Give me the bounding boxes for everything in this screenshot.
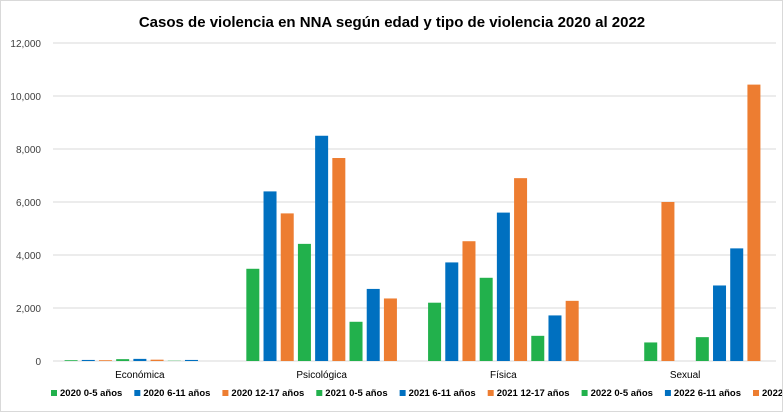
bar [367,289,380,361]
bar [99,360,112,361]
legend-swatch [222,390,228,396]
bar [661,202,674,361]
chart-title: Casos de violencia en NNA según edad y t… [139,14,645,31]
bar [514,178,527,361]
bar [151,360,164,361]
x-tick-label: Psicológica [296,370,347,381]
y-tick-label: 2,000 [16,304,41,315]
bar [185,360,198,361]
y-tick-label: 0 [35,357,41,368]
bar [480,278,493,361]
y-tick-label: 12,000 [10,39,41,50]
bar [82,360,95,361]
legend-label: 2020 0-5 años [60,388,122,399]
bar [65,360,78,361]
legend-label: 2021 12-17 años [497,388,570,399]
x-axis-ticks: Económica Psicológica Física Sexual [115,370,700,381]
bar [696,337,709,361]
bar [713,285,726,361]
bar [462,241,475,361]
legend-label: 2022 12-17 años [762,388,782,399]
bars [65,85,761,361]
legend-swatch [51,390,57,396]
y-tick-label: 8,000 [16,145,41,156]
legend-label: 2022 0-5 años [591,388,653,399]
y-tick-label: 4,000 [16,251,41,262]
bar [332,158,345,361]
x-tick-label: Económica [115,370,165,381]
bar [116,359,129,361]
y-tick-label: 6,000 [16,198,41,209]
bar [497,213,510,361]
legend-label: 2020 6-11 años [143,388,210,399]
legend-swatch [400,390,406,396]
legend-swatch [582,390,588,396]
bar [298,244,311,361]
bar [644,342,657,361]
legend-label: 2022 6-11 años [674,388,741,399]
x-tick-label: Física [490,370,517,381]
legend: 2020 0-5 años 2020 6-11 años 2020 12-17 añ… [51,388,782,399]
legend-label: 2021 6-11 años [409,388,476,399]
legend-swatch [753,390,759,396]
bar [133,359,146,361]
bar [730,248,743,361]
bar [548,315,561,361]
legend-swatch [316,390,322,396]
y-axis-ticks: 0 2,000 4,000 6,000 8,000 10,000 12,000 [10,39,41,368]
legend-swatch [134,390,140,396]
bar [281,213,294,361]
bar [350,322,363,361]
bar [566,301,579,361]
legend-label: 2021 0-5 años [325,388,387,399]
legend-swatch [665,390,671,396]
bar [246,269,259,361]
bar [264,191,277,361]
y-tick-label: 10,000 [10,92,41,103]
x-tick-label: Sexual [670,370,701,381]
bar [384,298,397,361]
legend-label: 2020 12-17 años [231,388,304,399]
bar [747,85,760,361]
bar [445,262,458,361]
legend-swatch [488,390,494,396]
bar [428,303,441,361]
bar [531,336,544,361]
bar [315,136,328,361]
